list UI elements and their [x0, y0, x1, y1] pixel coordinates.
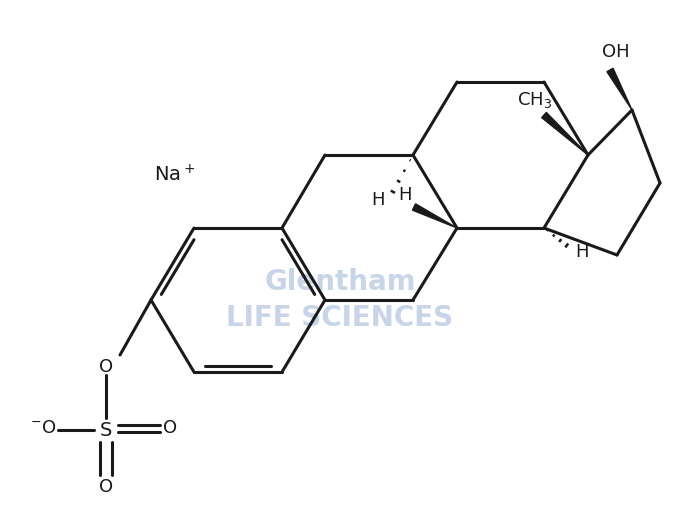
Text: O: O — [99, 358, 113, 376]
Text: H: H — [371, 191, 385, 209]
Text: CH$_3$: CH$_3$ — [517, 90, 553, 110]
Text: Glentham
LIFE SCIENCES: Glentham LIFE SCIENCES — [226, 268, 454, 332]
Text: O: O — [163, 419, 177, 437]
Polygon shape — [607, 68, 632, 110]
Text: O: O — [99, 478, 113, 496]
Polygon shape — [413, 204, 457, 228]
Text: H: H — [398, 186, 412, 204]
Text: Na$^+$: Na$^+$ — [155, 164, 196, 186]
Text: OH: OH — [602, 43, 630, 61]
Polygon shape — [541, 112, 588, 155]
Text: H: H — [576, 243, 589, 261]
Text: S: S — [100, 421, 112, 439]
Text: $^{-}$O: $^{-}$O — [30, 419, 56, 437]
